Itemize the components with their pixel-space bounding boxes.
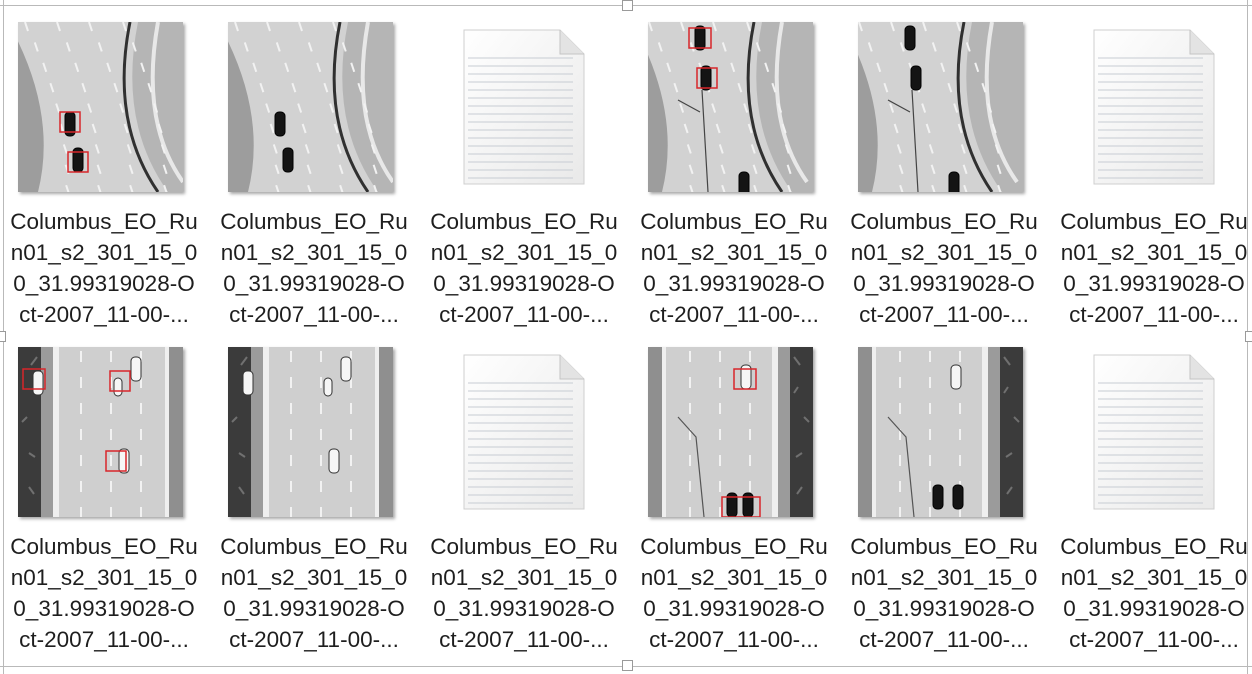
file-name: Columbus_EO_Ru n01_s2_301_15_0 0_31.993190…: [220, 534, 408, 652]
file-name: Columbus_EO_Ru n01_s2_301_15_0 0_31.993190…: [220, 209, 408, 327]
file-icon-grid: Columbus_EO_Ru n01_s2_301_15_0 0_31.993190…: [10, 12, 1252, 662]
file-name: Columbus_EO_Ru n01_s2_301_15_0 0_31.993190…: [640, 534, 828, 652]
aerial-image-thumbnail-icon: [18, 22, 183, 192]
file-item[interactable]: Columbus_EO_Ru n01_s2_301_15_0 0_31.993190…: [430, 337, 640, 662]
file-item[interactable]: Columbus_EO_Ru n01_s2_301_15_0 0_31.993190…: [10, 12, 220, 337]
file-item[interactable]: Columbus_EO_Ru n01_s2_301_15_0 0_31.993190…: [640, 337, 850, 662]
file-item[interactable]: Columbus_EO_Ru n01_s2_301_15_0 0_31.993190…: [850, 12, 1060, 337]
file-item[interactable]: Columbus_EO_Ru n01_s2_301_15_0 0_31.993190…: [850, 337, 1060, 662]
aerial-image-thumbnail-icon: [648, 347, 813, 517]
aerial-image-thumbnail-icon: [858, 347, 1023, 517]
file-item[interactable]: Columbus_EO_Ru n01_s2_301_15_0 0_31.993190…: [640, 12, 850, 337]
resize-handle-top[interactable]: [622, 0, 633, 11]
file-name: Columbus_EO_Ru n01_s2_301_15_0 0_31.993190…: [10, 534, 198, 652]
resize-handle-left[interactable]: [0, 331, 6, 342]
file-name: Columbus_EO_Ru n01_s2_301_15_0 0_31.993190…: [850, 534, 1038, 652]
file-name: Columbus_EO_Ru n01_s2_301_15_0 0_31.993190…: [430, 209, 618, 327]
aerial-image-thumbnail-icon: [228, 22, 393, 192]
file-item[interactable]: Columbus_EO_Ru n01_s2_301_15_0 0_31.993190…: [220, 337, 430, 662]
file-name: Columbus_EO_Ru n01_s2_301_15_0 0_31.993190…: [640, 209, 828, 327]
aerial-image-thumbnail-icon: [228, 347, 393, 517]
file-name: Columbus_EO_Ru n01_s2_301_15_0 0_31.993190…: [1060, 534, 1248, 652]
file-item[interactable]: Columbus_EO_Ru n01_s2_301_15_0 0_31.993190…: [10, 337, 220, 662]
file-item[interactable]: Columbus_EO_Ru n01_s2_301_15_0 0_31.993190…: [430, 12, 640, 337]
file-item[interactable]: Columbus_EO_Ru n01_s2_301_15_0 0_31.993190…: [1060, 12, 1252, 337]
text-document-icon: [438, 22, 603, 192]
text-document-icon: [1068, 347, 1233, 517]
file-name: Columbus_EO_Ru n01_s2_301_15_0 0_31.993190…: [1060, 209, 1248, 327]
resize-handle-right[interactable]: [1245, 331, 1252, 342]
file-name: Columbus_EO_Ru n01_s2_301_15_0 0_31.993190…: [430, 534, 618, 652]
text-document-icon: [1068, 22, 1233, 192]
aerial-image-thumbnail-icon: [18, 347, 183, 517]
file-item[interactable]: Columbus_EO_Ru n01_s2_301_15_0 0_31.993190…: [220, 12, 430, 337]
text-document-icon: [438, 347, 603, 517]
file-name: Columbus_EO_Ru n01_s2_301_15_0 0_31.993190…: [850, 209, 1038, 327]
aerial-image-thumbnail-icon: [648, 22, 813, 192]
resize-handle-bottom[interactable]: [622, 660, 633, 671]
file-item[interactable]: Columbus_EO_Ru n01_s2_301_15_0 0_31.993190…: [1060, 337, 1252, 662]
file-name: Columbus_EO_Ru n01_s2_301_15_0 0_31.993190…: [10, 209, 198, 327]
aerial-image-thumbnail-icon: [858, 22, 1023, 192]
